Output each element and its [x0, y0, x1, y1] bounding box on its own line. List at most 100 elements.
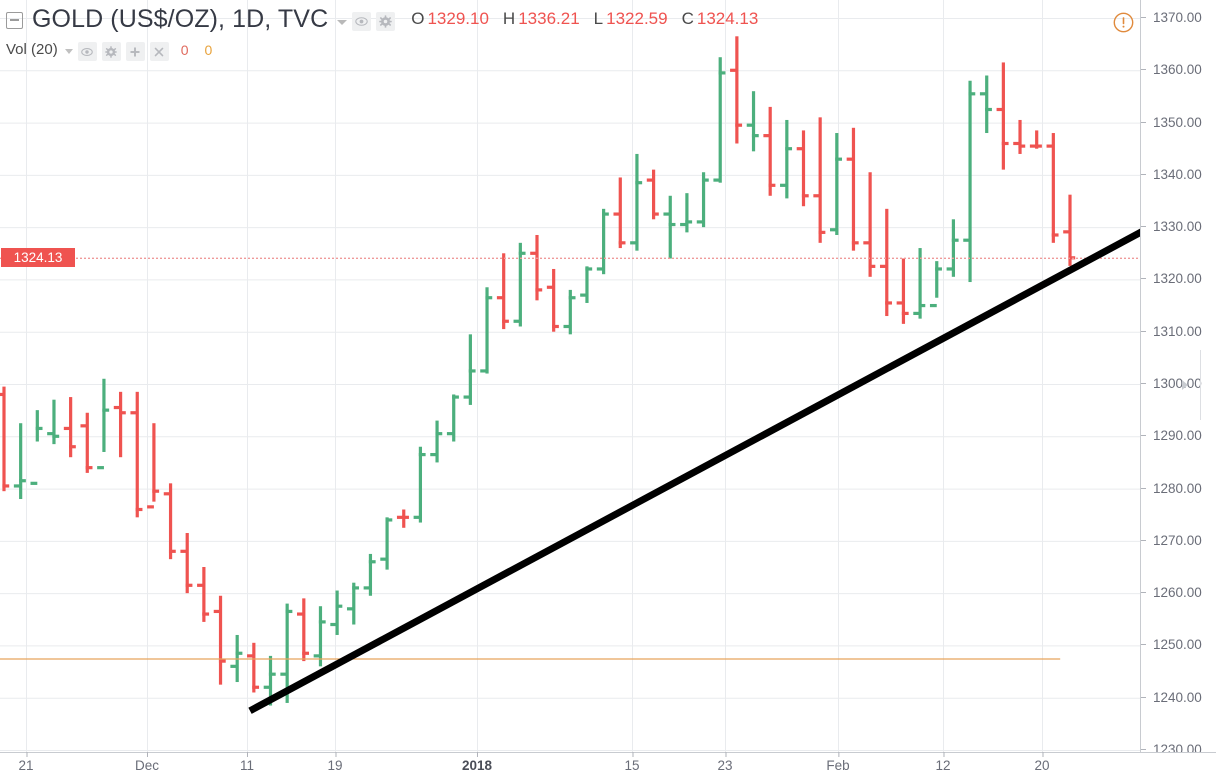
price-axis-tick: 1350.00 — [1141, 115, 1202, 130]
ohlc-bar — [780, 119, 793, 199]
ohlc-bar — [1063, 194, 1076, 266]
ohlc-bar — [863, 172, 876, 277]
ohlc-bar — [30, 410, 43, 485]
ohlc-bar — [996, 62, 1009, 170]
ohlc-bar — [813, 117, 826, 243]
eye-icon[interactable] — [77, 42, 97, 61]
price-axis-tick: 1370.00 — [1141, 11, 1202, 25]
plus-icon[interactable] — [125, 42, 145, 61]
indicator-legend-row: Vol (20) — [6, 40, 213, 61]
ohlc-bar — [413, 446, 426, 523]
chart-plot-area[interactable] — [0, 0, 1140, 752]
ohlc-bar — [380, 517, 393, 570]
ohlc-bar — [313, 606, 326, 667]
ohlc-bar — [1046, 133, 1059, 243]
ohlc-bar — [363, 553, 376, 596]
ohlc-value: 1322.59 — [606, 9, 668, 28]
ohlc-label: H — [502, 9, 516, 28]
price-axis[interactable]: 1370.00 1360.00 1350.00 1340.00 1330.00 1320.… — [1140, 0, 1216, 757]
time-axis[interactable]: 21 Dec 11 19 2018 15 23 Feb 12 20 — [0, 752, 1216, 778]
indicator-value: 0 — [204, 41, 213, 58]
ohlc-label: L — [593, 9, 604, 28]
price-axis-tick: 1360.00 — [1141, 63, 1202, 77]
collapse-icon[interactable] — [6, 11, 23, 29]
time-axis-tick: 11 — [239, 752, 255, 773]
time-axis-tick: 21 — [18, 752, 34, 773]
price-axis-tick: 1340.00 — [1141, 167, 1202, 182]
ohlc-bar — [646, 169, 659, 220]
time-axis-tick: Feb — [826, 752, 850, 773]
symbol-title[interactable]: GOLD (US$/OZ), 1D, TVC — [32, 5, 329, 33]
ohlc-bar — [963, 80, 976, 283]
ohlc-bar — [896, 258, 909, 324]
current-price-badge: 1324.13 — [1, 248, 75, 268]
time-axis-tick: 20 — [1034, 752, 1050, 773]
ohlc-bar-series — [0, 36, 1076, 706]
price-axis-tick: 1240.00 — [1141, 690, 1202, 705]
ohlc-label: O — [411, 9, 425, 28]
ohlc-value: 1336.21 — [518, 9, 580, 28]
price-axis-tick: 1310.00 — [1141, 324, 1202, 339]
ohlc-bar — [330, 590, 343, 635]
price-axis-tick: 1270.00 — [1141, 533, 1202, 548]
ohlc-bar — [596, 208, 609, 275]
ohlc-bar — [430, 420, 443, 463]
ohlc-bar — [297, 598, 310, 662]
axis-scroll-track — [1200, 350, 1201, 420]
ohlc-bar — [763, 106, 776, 196]
gear-icon[interactable] — [376, 11, 396, 31]
ohlc-bar — [613, 177, 626, 249]
chart-overlays[interactable] — [0, 0, 1140, 752]
price-axis-tick: 1330.00 — [1141, 220, 1202, 234]
ohlc-bar — [580, 266, 593, 303]
ohlc-bar — [197, 567, 210, 622]
ohlc-bar — [846, 127, 859, 251]
price-axis-tick: 1300.00 — [1141, 377, 1202, 391]
close-icon[interactable] — [149, 42, 169, 61]
ohlc-bar — [13, 423, 26, 500]
indicator-value: 0 — [180, 41, 189, 58]
ohlc-bar — [263, 655, 276, 706]
axis-scroll-handle-icon[interactable] — [1182, 380, 1188, 390]
ohlc-value: 1324.13 — [696, 9, 759, 28]
ohlc-bar — [746, 91, 759, 152]
time-axis-tick: Dec — [134, 752, 160, 773]
indicator-title[interactable]: Vol (20) — [6, 41, 58, 58]
time-axis-tick: 23 — [717, 752, 733, 773]
ohlc-bar — [830, 133, 843, 235]
ohlc-bar — [463, 334, 476, 405]
ohlc-bar — [280, 603, 293, 703]
ohlc-bar — [163, 483, 176, 560]
ohlc-bar — [496, 253, 509, 330]
warning-circle-icon[interactable] — [1113, 12, 1134, 33]
chevron-down-icon[interactable] — [64, 49, 73, 54]
ohlc-bar — [696, 172, 709, 228]
ohlc-bar — [796, 130, 809, 207]
ohlc-bar — [530, 234, 543, 301]
ohlc-bar — [97, 378, 110, 470]
ohlc-bar — [247, 642, 260, 693]
ohlc-bar — [663, 195, 676, 259]
ohlc-bar — [680, 193, 693, 233]
time-axis-tick: 19 — [327, 752, 343, 773]
chevron-down-icon[interactable] — [337, 19, 348, 25]
ohlc-bar — [1013, 119, 1026, 154]
ohlc-bar — [213, 595, 226, 685]
ohlc-bar — [946, 219, 959, 277]
price-axis-tick: 1290.00 — [1141, 429, 1202, 443]
chart-gridlines — [0, 0, 1140, 752]
eye-icon[interactable] — [352, 11, 372, 31]
ohlc-bar — [63, 397, 76, 458]
trendline[interactable] — [248, 222, 1140, 714]
time-axis-tick: 12 — [935, 752, 951, 773]
price-axis-tick: 1260.00 — [1141, 586, 1202, 600]
chart-legend: GOLD (US$/OZ), 1D, TVC — [0, 0, 1216, 66]
ohlc-bar — [0, 386, 10, 492]
gear-icon[interactable] — [101, 42, 121, 61]
symbol-legend-row: GOLD (US$/OZ), 1D, TVC — [6, 5, 758, 33]
ohlc-bar — [913, 248, 926, 319]
ohlc-bar — [47, 399, 60, 445]
ohlc-bar — [929, 261, 942, 308]
ohlc-bar — [979, 75, 992, 134]
